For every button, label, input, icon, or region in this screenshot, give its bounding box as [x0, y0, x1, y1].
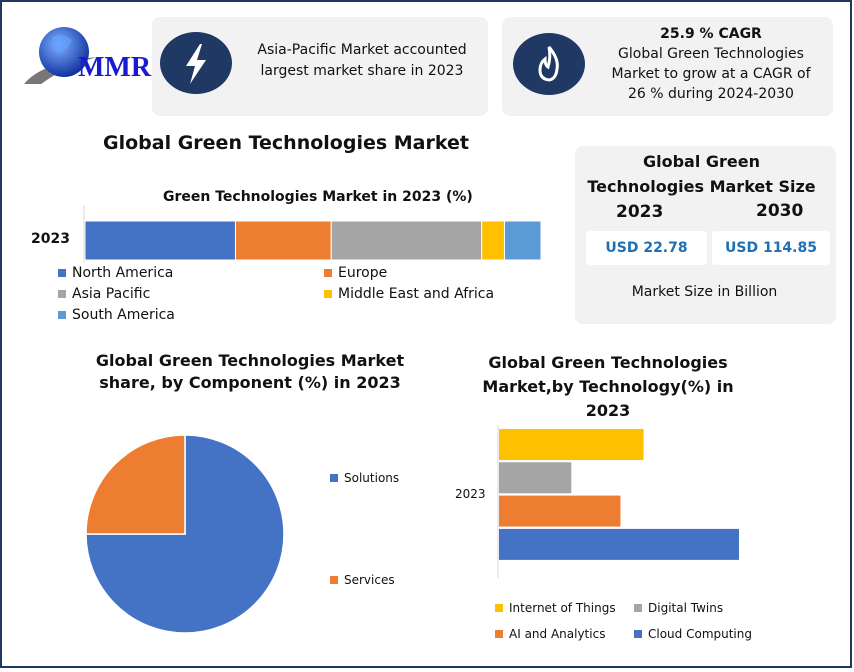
cagr-text-line1: Global Green Technologies — [618, 46, 804, 62]
component-pie-chart — [85, 434, 285, 634]
component-chart-title-line2: share, by Component (%) in 2023 — [99, 373, 401, 392]
market-size-title-line2: Technologies Market Size — [587, 177, 816, 196]
insight-text-line2: largest market share in 2023 — [260, 63, 464, 79]
regional-stacked-bar-chart — [83, 205, 542, 262]
regional-chart-title: Green Technologies Market in 2023 (%) — [163, 189, 473, 205]
globe-icon — [24, 27, 97, 88]
legend-item-solutions: Solutions — [330, 471, 399, 485]
market-size-card: Global Green Technologies Market Size 20… — [575, 146, 836, 324]
technology-bar-chart — [497, 425, 739, 578]
legend-label: South America — [72, 307, 175, 323]
legend-swatch — [58, 290, 66, 298]
legend-item-ai-and-analytics: AI and Analytics — [495, 627, 605, 641]
insight-text-line1: Asia-Pacific Market accounted — [257, 42, 467, 58]
market-size-title-line1: Global Green — [642, 152, 761, 171]
technology-chart-title-line3: 2023 — [585, 401, 631, 420]
legend-item-north-america: North America — [58, 265, 173, 281]
market-size-footer: Market Size in Billion — [631, 284, 778, 300]
legend-swatch — [495, 630, 503, 638]
bar-digital-twins — [499, 462, 572, 494]
legend-swatch — [634, 630, 642, 638]
pie-slice-services — [85, 434, 186, 535]
bar-internet-of-things — [499, 429, 644, 460]
technology-category-label: 2023 — [455, 487, 486, 501]
year-2023: 2023 — [616, 202, 664, 222]
mmr-logo: MMR — [22, 22, 151, 88]
legend-item-services: Services — [330, 573, 395, 587]
technology-chart-title-line2: Market,by Technology(%) in — [482, 377, 734, 396]
legend-swatch — [324, 290, 332, 298]
cagr-card: 25.9 % CAGR Global Green Technologies Ma… — [502, 17, 833, 116]
legend-item-asia-pacific: Asia Pacific — [58, 286, 150, 302]
bar-segment-europe — [234, 220, 332, 261]
flame-icon — [513, 33, 585, 95]
value-2030: USD 114.85 — [712, 231, 830, 265]
legend-swatch — [330, 576, 338, 584]
legend-swatch — [330, 474, 338, 482]
legend-label: Asia Pacific — [72, 286, 151, 302]
legend-item-internet-of-things: Internet of Things — [495, 601, 616, 615]
legend-item-south-america: South America — [58, 307, 175, 323]
bar-ai-and-analytics — [499, 495, 621, 527]
legend-swatch — [324, 269, 332, 277]
value-2023: USD 22.78 — [586, 231, 707, 265]
legend-item-cloud-computing: Cloud Computing — [634, 627, 752, 641]
legend-label: Digital Twins — [648, 601, 724, 615]
cagr-title: 25.9 % CAGR — [660, 26, 762, 42]
legend-label: North America — [72, 265, 174, 281]
cagr-text-line3: 26 % during 2024-2030 — [628, 86, 794, 102]
bar-segment-north-america — [84, 220, 236, 261]
component-chart-title-line1: Global Green Technologies Market — [95, 351, 405, 370]
insight-card-region: Asia-Pacific Market accounted largest ma… — [152, 17, 488, 116]
legend-label: Services — [344, 573, 395, 587]
bar-segment-asia-pacific — [330, 220, 483, 261]
legend-swatch — [58, 269, 66, 277]
legend-item-europe: Europe — [324, 265, 387, 281]
legend-label: AI and Analytics — [509, 627, 606, 641]
main-title: Global Green Technologies Market — [103, 132, 469, 154]
legend-item-middle-east-and-africa: Middle East and Africa — [324, 286, 494, 302]
legend-label: Middle East and Africa — [338, 286, 495, 302]
legend-swatch — [495, 604, 503, 612]
legend-swatch — [58, 311, 66, 319]
legend-label: Europe — [338, 265, 388, 281]
legend-label: Internet of Things — [509, 601, 616, 615]
legend-swatch — [634, 604, 642, 612]
technology-chart-title-line1: Global Green Technologies — [488, 353, 728, 372]
cagr-text-line2: Market to grow at a CAGR of — [611, 66, 811, 82]
legend-label: Cloud Computing — [648, 627, 752, 641]
year-2030: 2030 — [756, 201, 804, 221]
legend-item-digital-twins: Digital Twins — [634, 601, 723, 615]
regional-category-label: 2023 — [31, 231, 70, 247]
lightning-icon — [160, 32, 232, 94]
logo-text: MMR — [78, 52, 152, 83]
bar-cloud-computing — [499, 528, 739, 560]
legend-label: Solutions — [344, 471, 400, 485]
bar-segment-south-america — [504, 220, 542, 261]
